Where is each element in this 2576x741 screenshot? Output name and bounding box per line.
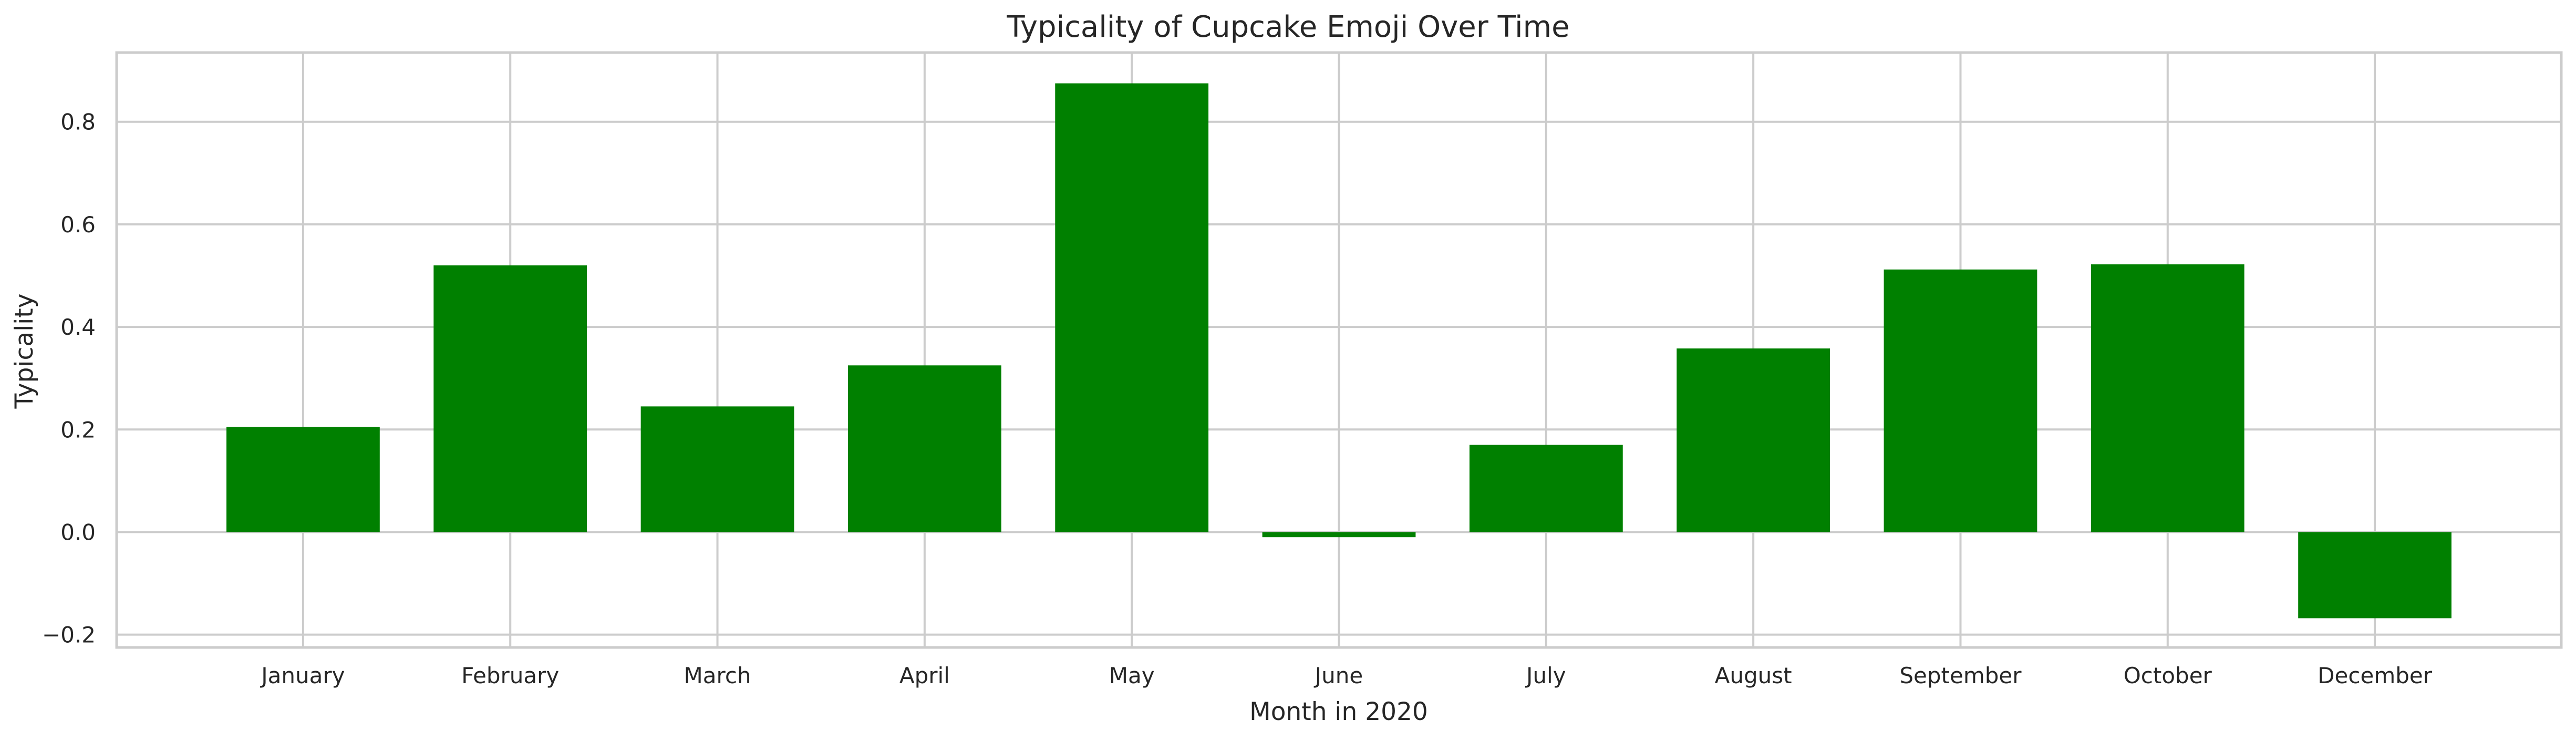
bar: [1055, 83, 1209, 532]
bar: [640, 406, 794, 532]
bar: [433, 265, 587, 532]
y-tick-label: 0.8: [60, 109, 96, 135]
bar: [1884, 269, 2037, 532]
x-tick-label: September: [1899, 663, 2022, 688]
x-tick-label: January: [260, 663, 345, 688]
plot-frame: [115, 51, 2563, 649]
x-tick-label: July: [1525, 663, 1566, 688]
y-tick-label: 0.0: [60, 519, 96, 545]
bar: [226, 427, 380, 532]
x-tick-label: December: [2318, 663, 2433, 688]
x-tick-label: February: [461, 663, 559, 688]
x-axis-label: Month in 2020: [1249, 697, 1428, 726]
x-tick-labels: January February March April May June July Augu…: [260, 663, 2432, 688]
bar: [1469, 445, 1623, 532]
x-tick-label: August: [1715, 663, 1792, 688]
bar: [2298, 532, 2452, 619]
y-tick-label: 0.2: [60, 417, 96, 442]
x-tick-label: April: [899, 663, 950, 688]
bar: [1677, 348, 1830, 532]
y-tick-label: −0.2: [42, 622, 96, 648]
y-tick-label: 0.4: [60, 314, 96, 340]
x-tick-label: May: [1109, 663, 1155, 688]
bar: [2091, 264, 2244, 532]
x-tick-label: March: [684, 663, 751, 688]
bar: [847, 365, 1001, 532]
bar: [1262, 532, 1416, 538]
y-axis-label: Typicality: [10, 293, 39, 409]
y-tick-label: 0.6: [60, 212, 96, 238]
y-tick-labels: −0.2 0.0 0.2 0.4 0.6 0.8: [42, 109, 96, 648]
plot-spines: [115, 51, 2563, 649]
x-tick-label: June: [1313, 663, 1363, 688]
x-tick-label: October: [2124, 663, 2212, 688]
bars: [226, 83, 2452, 619]
chart-title: Typicality of Cupcake Emoji Over Time: [1006, 10, 1569, 44]
